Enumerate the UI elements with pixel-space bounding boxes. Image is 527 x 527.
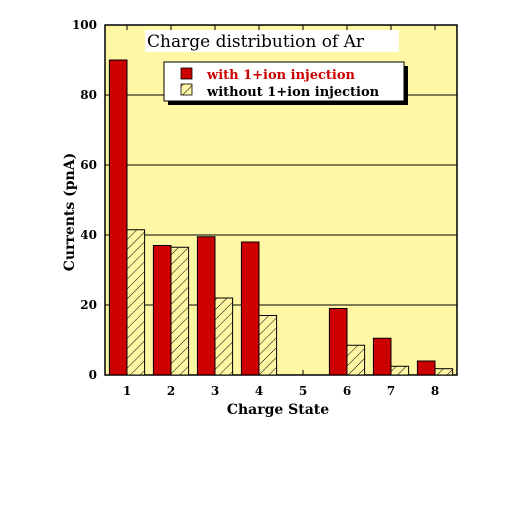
- y-tick-labels: 0 20 40 60 80 100: [72, 18, 457, 382]
- bar-without-injection-1: [126, 229, 146, 376]
- y-tick-label: 100: [72, 18, 97, 32]
- bar-without-injection-6: [346, 344, 366, 376]
- x-tick-label: 2: [167, 384, 175, 398]
- x-tick-label: 5: [299, 384, 307, 398]
- x-tick-label: 8: [431, 384, 439, 398]
- x-tick-label: 7: [387, 384, 395, 398]
- y-tick-label: 20: [80, 298, 97, 312]
- x-tick-label: 6: [343, 384, 351, 398]
- x-tick-labels: 1 2 3 4 5 6 7 8: [123, 25, 439, 398]
- legend-label-with: with 1+ion injection: [206, 68, 356, 83]
- bar-without-injection-3: [214, 297, 234, 376]
- bar-with-injection-1: [108, 59, 128, 376]
- legend-swatch-with: [180, 67, 193, 80]
- legend-label-without: without 1+ion injection: [206, 85, 380, 100]
- x-tick-label: 4: [255, 384, 263, 398]
- bar-without-injection-7: [390, 365, 410, 376]
- bar-with-injection-2: [152, 245, 172, 376]
- chart-title: Charge distribution of Ar: [147, 32, 365, 52]
- y-tick-label: 80: [80, 88, 97, 102]
- y-tick-label: 40: [80, 228, 97, 242]
- x-tick-label: 1: [123, 384, 131, 398]
- bar-with-injection-4: [240, 241, 260, 376]
- legend-swatch-without: [180, 83, 193, 96]
- legend-box: [163, 61, 405, 102]
- y-tick-label: 0: [89, 368, 97, 382]
- bar-with-injection-7: [372, 337, 392, 376]
- x-axis-title: Charge State: [227, 402, 329, 418]
- bar-without-injection-4: [258, 315, 278, 376]
- bar-without-injection-8: [434, 368, 454, 376]
- legend: with 1+ion injection without 1+ion injec…: [163, 61, 408, 105]
- x-tick-label: 3: [211, 384, 219, 398]
- title-box: [145, 30, 399, 52]
- bars: [108, 59, 454, 376]
- y-axis-title: Currents (pnA): [62, 153, 78, 271]
- bar-with-injection-6: [328, 308, 348, 376]
- bar-without-injection-2: [170, 246, 190, 376]
- bar-with-injection-3: [196, 236, 216, 376]
- bar-with-injection-8: [416, 360, 436, 376]
- y-tick-label: 60: [80, 158, 97, 172]
